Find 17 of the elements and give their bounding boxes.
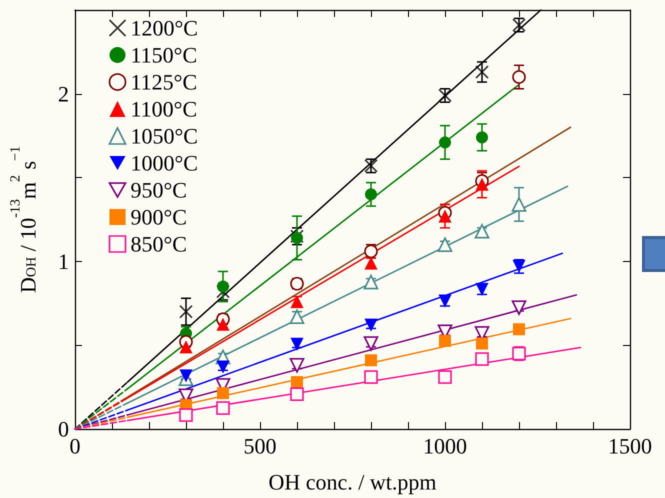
legend-label: 1200°C [130,16,198,40]
y-tick-label: 2 [58,81,69,106]
x-tick-label: 1500 [608,434,652,458]
legend-label: 1000°C [130,150,198,176]
y-axis-title: DOH / 10-13m2 s−1 [8,146,40,293]
legend-label: 850°C [130,232,187,256]
x-axis-title: OH conc. / wt.ppm [268,470,437,494]
legend-label: 950°C [130,178,187,202]
legend-label: 1125°C [130,70,198,94]
x-tick-label: 1000 [423,434,467,458]
legend-label: 1100°C [130,96,198,122]
legend-label: 1050°C [130,124,198,148]
legend-label: 1150°C [130,42,198,68]
y-tick-label: 1 [58,248,69,274]
x-tick-label: 500 [244,434,276,458]
legend-label: 900°C [130,204,187,230]
y-tick-label: 0 [58,416,69,442]
